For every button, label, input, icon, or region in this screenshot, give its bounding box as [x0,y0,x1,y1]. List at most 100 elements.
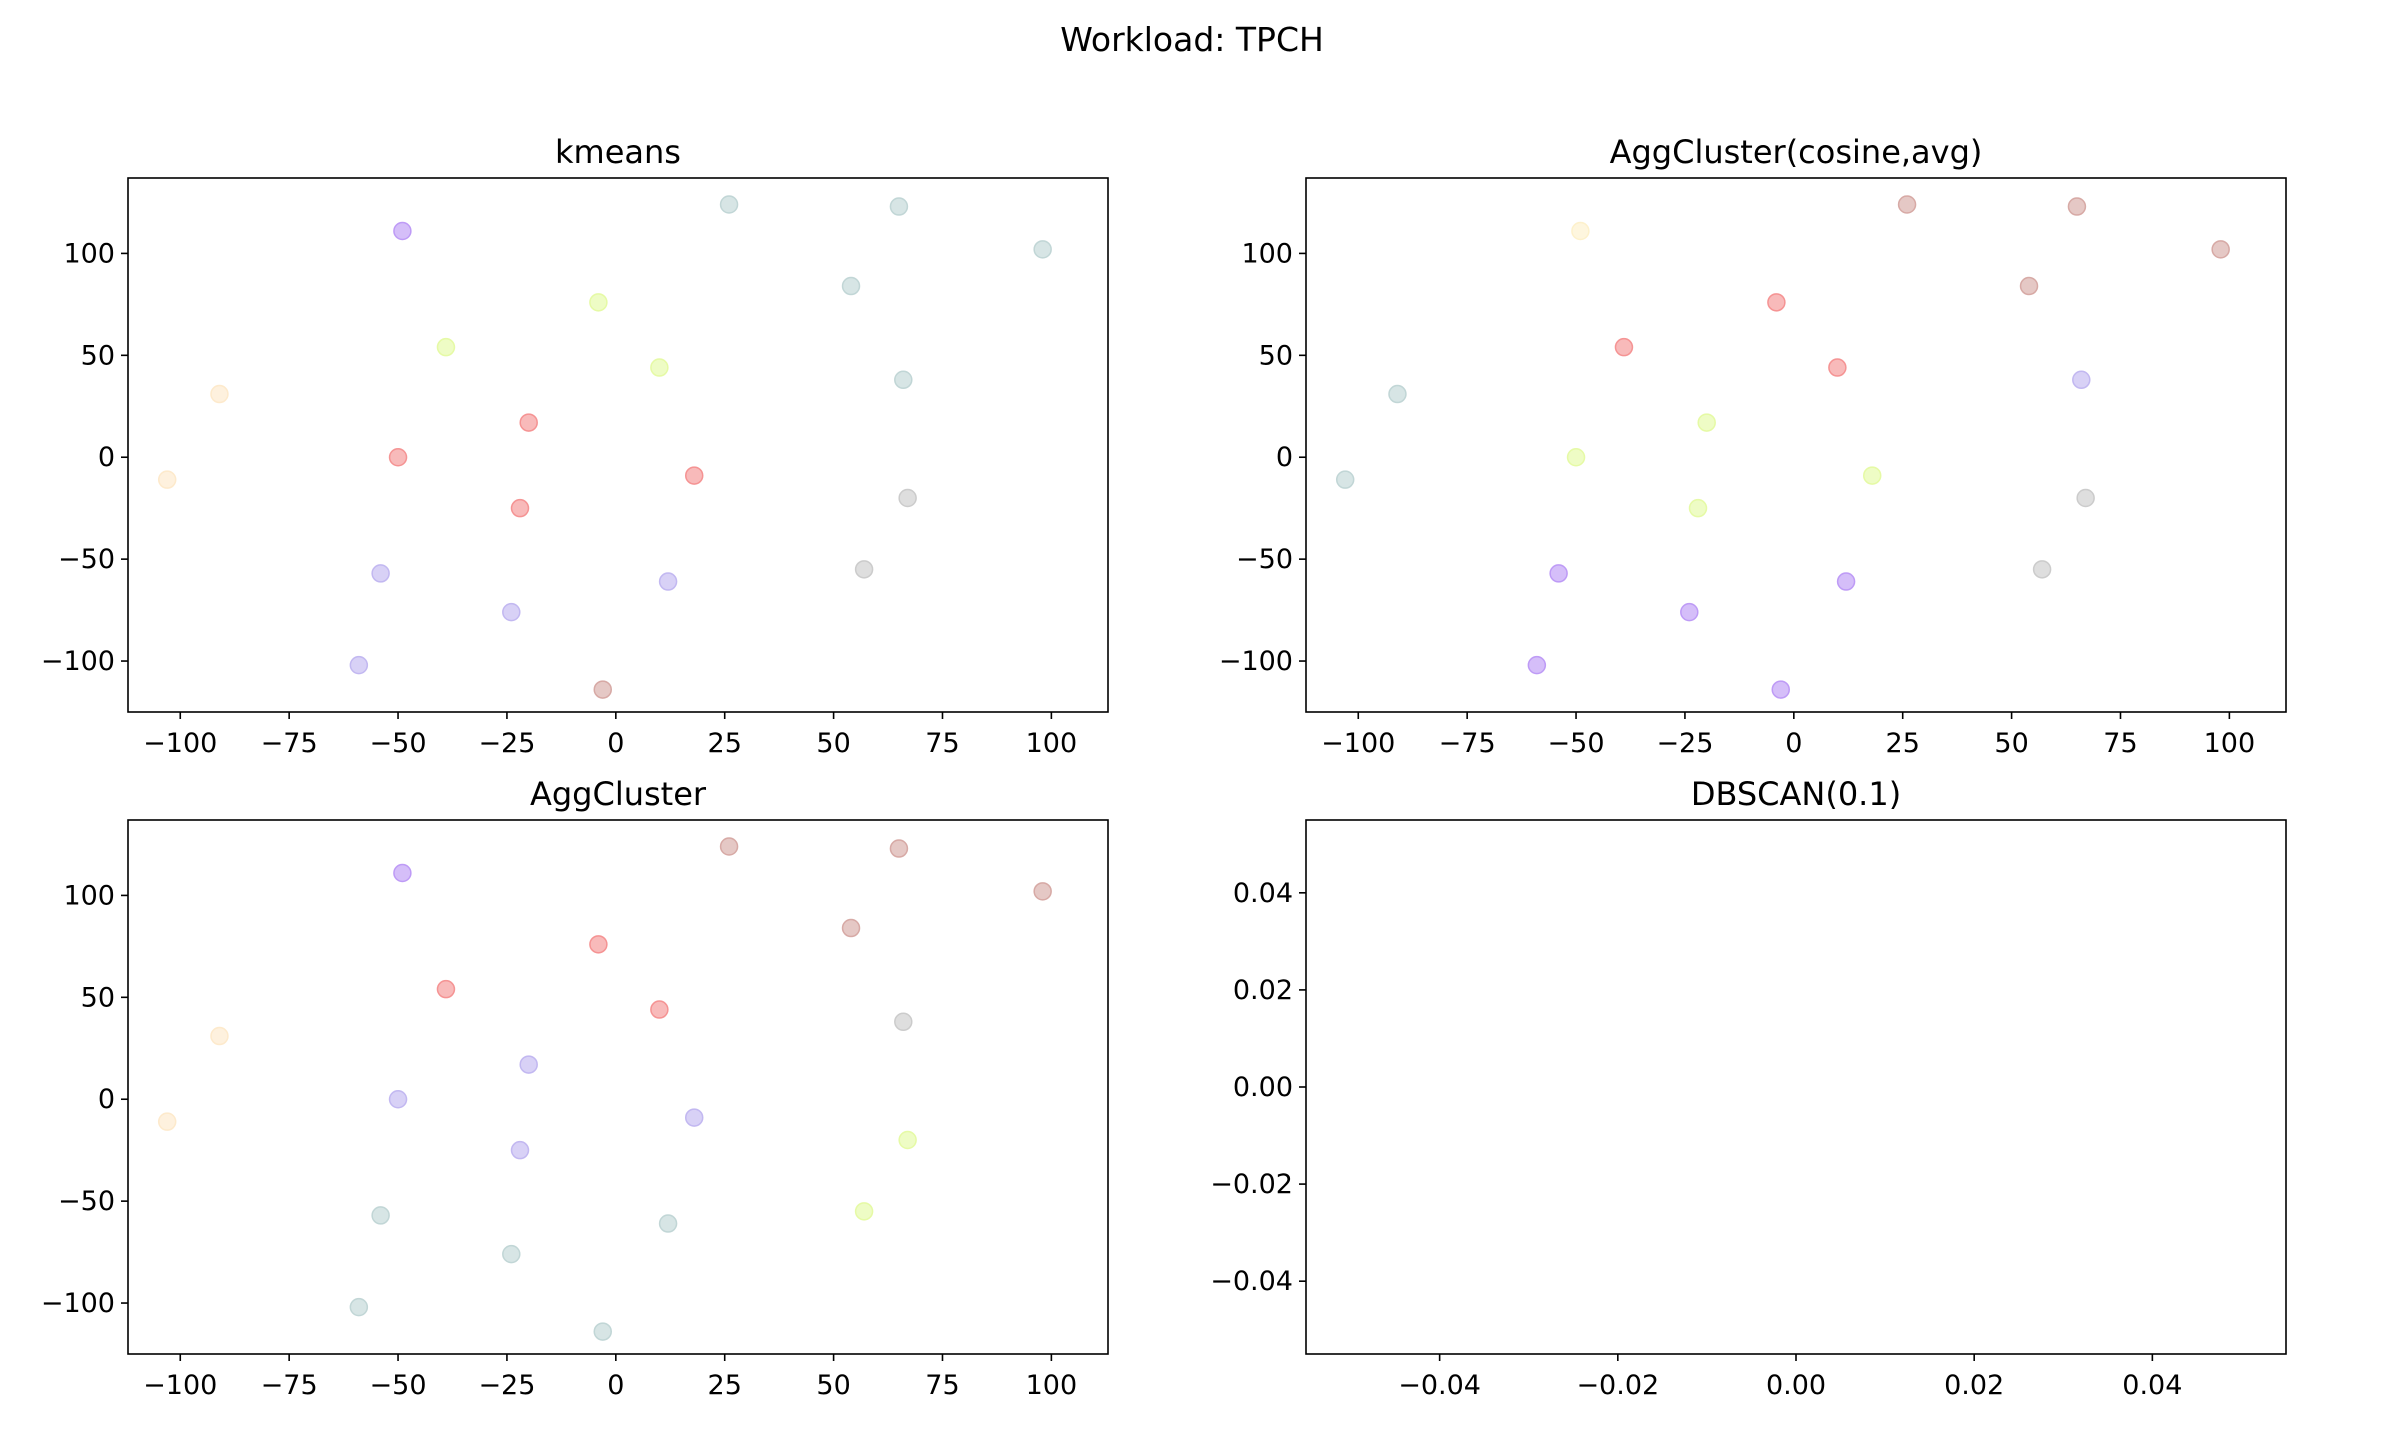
scatter-point [1680,602,1699,622]
scatter-point [388,1089,408,1109]
y-tick-label: 100 [63,880,115,911]
scatter-point [650,1000,669,1019]
x-tick-label: −75 [261,1370,318,1401]
scatter-point [1767,293,1786,312]
axes-frame [127,177,1109,713]
y-tick-label: −50 [58,544,115,575]
scatter-point [898,488,917,508]
scatter-point [1771,680,1791,699]
y-tick-label: 0 [1276,442,1293,473]
subplot-title: AggCluster(cosine,avg) [1610,133,1983,171]
x-tick-label: 50 [816,728,850,759]
x-tick-label: 0 [1785,728,1802,759]
scatter-point [1335,470,1355,489]
scatter-point [510,1140,530,1160]
scatter-point [371,564,390,583]
scatter-point [2019,276,2039,296]
y-tick-label: 100 [1241,238,1293,269]
x-tick-label: 100 [1026,1370,1078,1401]
y-tick-label: 0.02 [1233,975,1293,1006]
scatter-point [1566,447,1586,467]
scatter-point [1571,221,1590,241]
x-tick-label: −25 [478,728,535,759]
scatter-point [854,560,874,579]
scatter-point [684,1108,704,1127]
x-tick-label: 0.02 [1944,1370,2004,1401]
scatter-point [1688,498,1708,518]
subplot-title: AggCluster [530,775,707,813]
scatter-point [719,195,739,214]
scatter-point [349,655,369,675]
scatter-point [658,1214,678,1233]
axes-frame [1305,177,2287,713]
scatter-point [2076,488,2095,508]
y-tick-label: 0 [98,442,115,473]
x-tick-label: 100 [1026,728,1078,759]
x-tick-label: −75 [1439,728,1496,759]
scatter-point [2072,370,2091,390]
axes-frame [1305,819,2287,1355]
x-tick-label: 0 [607,1370,624,1401]
subplot-title: kmeans [555,133,681,171]
scatter-point [1033,882,1052,901]
y-tick-label: 50 [81,340,115,371]
y-tick-label: 100 [63,238,115,269]
x-tick-label: −75 [261,728,318,759]
x-tick-label: 0 [607,728,624,759]
scatter-point [2211,240,2230,259]
y-tick-label: 0 [98,1084,115,1115]
axes-frame [127,819,1109,1355]
subplot-kmeans: kmeans −100 −75 −50 −25 0 25 50 75 100 −100 −50 0 50 1… [41,133,1109,759]
y-tick-label: 0.00 [1233,1072,1293,1103]
x-tick-label: 0.00 [1766,1370,1826,1401]
x-tick-label: 0.04 [2122,1370,2182,1401]
scatter-point [1549,564,1568,583]
y-tick-label: −0.04 [1210,1266,1293,1297]
scatter-point [388,447,408,467]
y-tick-label: 0.04 [1233,878,1293,909]
y-tick-label: −0.02 [1210,1169,1293,1200]
scatter-point [719,837,739,856]
scatter-point [898,1130,917,1150]
y-tick-label: −50 [58,1186,115,1217]
scatter-point [1614,337,1634,357]
scatter-point [1862,466,1882,485]
scatter-point [894,370,913,390]
scatter-point [519,1055,538,1074]
scatter-point [593,680,613,699]
scatter-point [894,1012,913,1032]
x-tick-label: 50 [816,1370,850,1401]
scatter-point [210,1026,229,1046]
scatter-point [593,1322,613,1341]
scatter-point [2067,197,2087,216]
x-tick-label: −0.04 [1398,1370,1481,1401]
scatter-point [1836,572,1856,591]
scatter-point [393,863,412,883]
scatter-point [210,384,229,404]
scatter-point [650,358,669,377]
scatter-point [502,1244,521,1264]
scatter-point [589,293,608,312]
subplot-aggcluster-cosine-avg: AggCluster(cosine,avg) −100 −75 −50 −25 0 25 50… [1219,133,2287,759]
subplot-title: DBSCAN(0.1) [1691,775,1901,813]
x-tick-label: −25 [1656,728,1713,759]
x-tick-label: −25 [478,1370,535,1401]
x-tick-label: 75 [2103,728,2137,759]
scatter-point [854,1202,874,1221]
scatter-point [436,337,456,357]
scatter-point [519,413,538,432]
x-tick-label: 75 [925,1370,959,1401]
x-tick-label: −50 [1548,728,1605,759]
x-tick-label: 100 [2204,728,2256,759]
subplot-dbscan-0-1: DBSCAN(0.1) −0.04 −0.02 0.00 0.02 0.04 −0.04 −0… [1210,775,2287,1401]
x-tick-label: −50 [370,728,427,759]
x-tick-label: −50 [370,1370,427,1401]
y-tick-label: −100 [41,646,115,677]
y-tick-label: −100 [41,1288,115,1319]
scatter-point [1527,655,1547,675]
scatter-point [889,197,909,216]
scatter-point [502,602,521,622]
scatter-point [684,466,704,485]
scatter-point [436,979,456,999]
